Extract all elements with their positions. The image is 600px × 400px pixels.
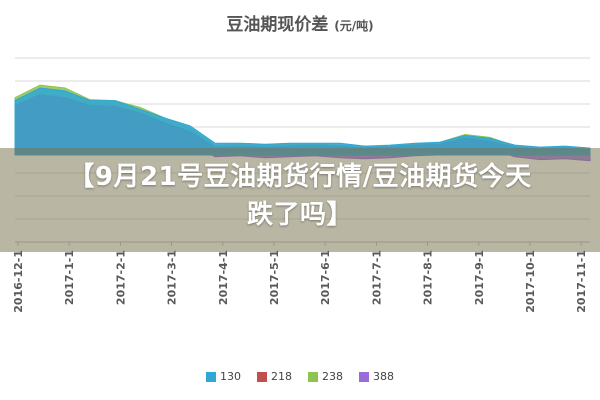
x-tick-label: 2017-4-1: [217, 250, 230, 305]
series-area-130: [14, 87, 591, 156]
legend-swatch: [359, 371, 369, 382]
legend-item-218: 218: [257, 370, 292, 383]
x-tick-label: 2017-6-1: [319, 250, 332, 305]
x-tick-label: 2017-8-1: [422, 250, 435, 305]
legend-item-388: 388: [359, 370, 394, 383]
legend-swatch: [308, 371, 318, 382]
chart-title-unit: (元/吨): [334, 19, 374, 33]
legend-label: 130: [220, 370, 241, 383]
chart-title-text: 豆油期现价差: [226, 15, 329, 35]
x-tick-label: 2017-5-1: [268, 250, 281, 305]
chart-title: 豆油期现价差 (元/吨): [0, 10, 600, 35]
x-tick-label: 2017-1-1: [63, 250, 76, 305]
legend-label: 238: [322, 370, 343, 383]
x-tick-label: 2017-9-1: [473, 250, 486, 305]
x-tick-label: 2017-10-1: [524, 250, 537, 313]
headline-text: 【9月21号豆油期货行情/豆油期货今天跌了吗】: [68, 162, 532, 230]
legend-item-130: 130: [206, 370, 241, 383]
headline-banner: [0, 148, 600, 252]
x-axis: 2016-12-1 2017-1-1 2017-2-1 2017-3-1 2017-4-…: [12, 241, 590, 313]
legend-label: 388: [373, 370, 394, 383]
x-tick-label: 2017-7-1: [370, 250, 383, 305]
x-tick-label: 2017-3-1: [166, 250, 179, 305]
legend-swatch: [206, 371, 216, 382]
x-tick-label: 2017-11-1: [575, 250, 588, 313]
legend-item-238: 238: [308, 370, 343, 383]
chart-legend: 130 218 238 388: [0, 370, 600, 383]
x-tick-label: 2016-12-1: [12, 250, 25, 313]
x-tick-label: 2017-2-1: [114, 250, 127, 305]
legend-swatch: [257, 371, 267, 382]
legend-label: 218: [271, 370, 292, 383]
